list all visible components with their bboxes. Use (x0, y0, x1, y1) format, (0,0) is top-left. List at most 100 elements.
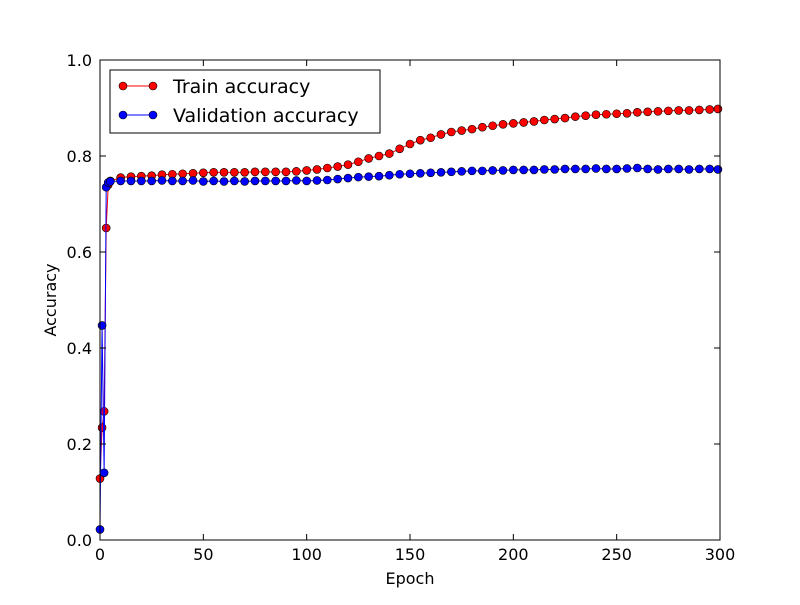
validation-accuracy-point (106, 177, 115, 186)
validation-accuracy-point (261, 176, 270, 186)
validation-accuracy-point (467, 166, 477, 176)
validation-accuracy-point (116, 176, 125, 186)
validation-accuracy-point (333, 174, 342, 184)
legend: Train accuracy Validation accuracy (109, 69, 381, 134)
validation-accuracy-point (529, 165, 539, 175)
validation-accuracy-point (312, 176, 322, 185)
train-accuracy-point (529, 117, 539, 126)
validation-accuracy-point (653, 165, 663, 174)
train-accuracy-point (560, 113, 570, 123)
tick-layer: 0 50 100 150 200 250 300 0.0 0.2 0.4 0.6 0.8 1.0 (67, 51, 736, 564)
train-accuracy-legend-marker (148, 81, 158, 91)
train-accuracy-point (333, 162, 342, 171)
validation-accuracy-point (250, 176, 260, 186)
validation-accuracy-point (674, 164, 683, 174)
train-accuracy-point (519, 118, 528, 127)
train-accuracy-point (374, 151, 384, 161)
validation-accuracy-point (478, 166, 487, 176)
train-accuracy-point (199, 168, 208, 178)
train-accuracy-point (261, 167, 270, 177)
validation-accuracy-point (385, 170, 394, 180)
validation-accuracy-point (364, 172, 373, 181)
validation-accuracy-line (99, 167, 718, 530)
validation-accuracy-point (622, 164, 632, 173)
x-axis-label: Epoch (386, 569, 435, 588)
validation-accuracy-point (457, 167, 466, 176)
train-accuracy-point (695, 105, 704, 115)
series-layer (95, 104, 723, 534)
train-accuracy-legend-marker (118, 81, 128, 91)
validation-accuracy-point (664, 164, 673, 174)
y-tick-label: 0.2 (67, 435, 92, 454)
train-accuracy-point (653, 107, 663, 116)
validation-accuracy-point (99, 468, 109, 478)
validation-accuracy-point (509, 165, 518, 175)
train-accuracy-point (323, 163, 332, 173)
train-accuracy-point (540, 115, 549, 125)
train-accuracy-point (643, 107, 652, 117)
train-accuracy-point (550, 114, 559, 124)
train-accuracy-point (488, 121, 497, 131)
train-accuracy-point (250, 167, 260, 177)
validation-accuracy-point (426, 168, 435, 178)
validation-accuracy-point (354, 172, 363, 182)
train-accuracy-point (509, 119, 518, 128)
train-accuracy-point (713, 104, 723, 114)
train-accuracy-point (178, 169, 187, 179)
train-accuracy-point (302, 166, 311, 175)
train-accuracy-point (705, 105, 714, 114)
train-accuracy-point (581, 111, 590, 120)
train-accuracy-point (633, 108, 642, 117)
validation-accuracy-point (560, 164, 570, 174)
train-accuracy-point (312, 165, 322, 174)
validation-accuracy-point (230, 176, 239, 186)
train-accuracy-point (426, 133, 435, 143)
validation-accuracy-point (540, 165, 549, 174)
validation-accuracy-point (416, 168, 425, 178)
train-accuracy-point (240, 168, 249, 177)
validation-accuracy-point (602, 164, 611, 174)
x-tick-label: 300 (705, 545, 736, 564)
validation-accuracy-point (633, 163, 642, 173)
x-tick-label: 0 (95, 545, 105, 564)
train-accuracy-point (209, 168, 218, 177)
train-accuracy-point (457, 126, 466, 135)
validation-accuracy-point (199, 177, 208, 186)
train-accuracy-point (612, 109, 621, 119)
x-tick-label: 250 (601, 545, 632, 564)
validation-accuracy-point (498, 166, 508, 175)
train-accuracy-point (571, 112, 580, 121)
y-tick-label: 0.4 (67, 339, 92, 358)
validation-accuracy-point (395, 169, 404, 179)
validation-accuracy-point (137, 176, 146, 186)
validation-accuracy-point (302, 176, 311, 186)
train-accuracy-point (343, 160, 353, 169)
validation-accuracy-legend-label: Validation accuracy (173, 105, 359, 127)
train-accuracy-point (622, 108, 632, 118)
validation-accuracy-point (436, 168, 446, 177)
x-tick-label: 100 (291, 545, 322, 564)
train-accuracy-point (436, 130, 446, 139)
x-tick-label: 200 (498, 545, 529, 564)
validation-accuracy-point (323, 175, 332, 185)
x-tick-label: 50 (193, 545, 213, 564)
train-accuracy-point (188, 168, 198, 178)
validation-accuracy-point (713, 165, 723, 174)
train-accuracy-point (230, 168, 239, 177)
train-accuracy-point (684, 106, 694, 115)
train-accuracy-point (405, 139, 415, 149)
validation-accuracy-point (643, 164, 652, 174)
validation-accuracy-point (126, 176, 136, 186)
validation-accuracy-point (591, 164, 601, 173)
train-accuracy-point (281, 167, 291, 177)
validation-accuracy-point (178, 176, 187, 186)
validation-accuracy-point (219, 177, 229, 186)
validation-accuracy-point (581, 164, 590, 174)
validation-accuracy-point (209, 176, 218, 186)
validation-accuracy-point (447, 167, 456, 177)
train-accuracy-point (447, 127, 456, 137)
train-accuracy-point (416, 135, 425, 145)
validation-accuracy-legend-marker (118, 110, 128, 120)
train-accuracy-point (292, 167, 301, 176)
